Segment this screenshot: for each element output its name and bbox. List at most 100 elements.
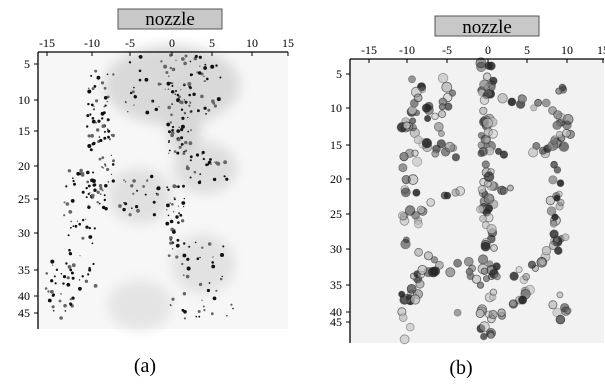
particle-dot [55, 268, 59, 271]
particle-dot [70, 220, 72, 223]
particle-ring [437, 72, 449, 84]
particle-dot [103, 106, 105, 108]
particle-dot [206, 288, 210, 293]
particle-dot [187, 116, 189, 119]
particle-dot [194, 241, 197, 244]
particle-dot [212, 177, 217, 182]
particle-dot [145, 110, 150, 115]
particle-dot [82, 172, 85, 175]
particle-dot [189, 159, 192, 162]
particle-ring [556, 291, 564, 299]
particle-ring [477, 149, 485, 157]
particle-dot [104, 207, 108, 211]
particle-dot [221, 275, 223, 278]
particle-ring [493, 272, 501, 281]
particle-dot [174, 93, 176, 95]
particle-dot [112, 159, 115, 163]
particle-ring [538, 146, 548, 155]
particle-dot [183, 197, 185, 200]
y-tick-label: 25 [18, 192, 30, 206]
particle-dot [53, 275, 56, 278]
particle-ring [436, 139, 446, 149]
particle-dot [44, 287, 48, 290]
particle-dot [87, 204, 90, 207]
y-tick-label: 5 [336, 67, 342, 81]
particle-dot [72, 177, 74, 179]
particle-dot [81, 275, 84, 278]
particle-dot [169, 82, 172, 84]
particle-dot [87, 184, 91, 188]
particle-dot [202, 305, 205, 308]
y-tick-label: 30 [330, 242, 342, 256]
particle-dot [131, 207, 133, 209]
particle-dot [167, 214, 170, 217]
particle-dot [176, 93, 179, 97]
panel-b-x-ticks: -15 -10 -5 0 5 10 15 [361, 43, 605, 63]
particle-dot [103, 130, 106, 133]
particle-dot [219, 76, 222, 79]
particle-dot [107, 128, 109, 130]
particle-dot [174, 185, 178, 188]
particle-ring [555, 314, 566, 325]
particle-ring [402, 236, 410, 244]
particle-dot [182, 292, 187, 296]
particle-dot [215, 64, 218, 67]
particle-dot [87, 89, 92, 94]
particle-dot [93, 183, 97, 187]
particle-dot [144, 193, 147, 196]
particle-ring [427, 266, 439, 278]
particle-dot [87, 102, 90, 106]
particle-ring [486, 224, 497, 235]
particle-dot [96, 129, 99, 131]
particle-dot [171, 203, 174, 206]
particle-ring [411, 149, 419, 157]
particle-dot [65, 262, 68, 265]
particle-ring [553, 194, 561, 202]
x-tick-label: 15 [282, 36, 294, 50]
particle-dot [169, 219, 174, 224]
particle-dot [207, 242, 212, 246]
particle-ring [557, 198, 565, 207]
particle-ring [440, 191, 449, 200]
particle-dot [171, 67, 176, 72]
particle-ring [423, 251, 433, 261]
particle-dot [180, 124, 185, 129]
particle-ring [556, 179, 565, 188]
particle-dot [62, 275, 67, 279]
particle-dot [180, 89, 182, 91]
particle-dot [201, 299, 203, 301]
particle-ring [555, 202, 564, 211]
particle-ring [434, 260, 444, 270]
particle-dot [208, 282, 211, 284]
particle-ring [555, 87, 563, 95]
particle-dot [184, 149, 188, 153]
particle-dot [130, 184, 134, 188]
particle-ring [404, 205, 416, 216]
particle-dot [103, 194, 106, 197]
y-tick-label: 20 [330, 172, 342, 186]
particle-dot [164, 88, 166, 90]
y-tick-label: 10 [18, 93, 30, 107]
particle-ring [419, 86, 427, 94]
particle-dot [85, 218, 87, 220]
particle-dot [89, 192, 91, 194]
particle-dot [138, 78, 142, 82]
particle-ring [484, 204, 493, 213]
particle-dot [201, 153, 203, 155]
particle-ring [558, 141, 570, 153]
particle-dot [196, 71, 199, 74]
particle-ring [489, 293, 497, 301]
y-tick-label: 45 [330, 315, 342, 329]
particle-ring [476, 281, 485, 289]
particle-dot [104, 164, 107, 167]
particle-ring [481, 160, 490, 169]
particle-dot [206, 77, 209, 81]
particle-ring [490, 244, 498, 252]
particle-dot [136, 208, 140, 213]
particle-dot [135, 205, 139, 209]
particle-dot [132, 179, 136, 183]
particle-dot [203, 80, 206, 82]
particle-dot [112, 73, 115, 76]
particle-dot [93, 105, 95, 108]
particle-dot [188, 85, 191, 89]
